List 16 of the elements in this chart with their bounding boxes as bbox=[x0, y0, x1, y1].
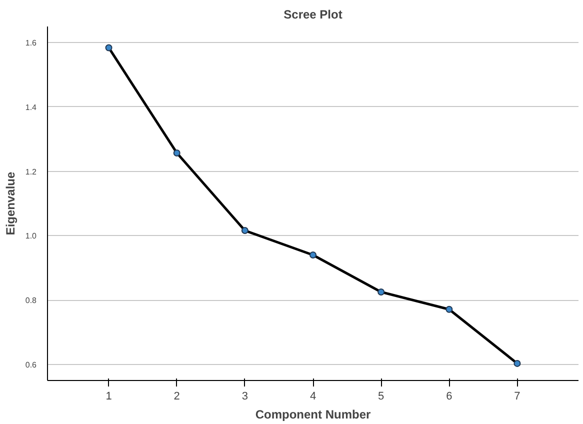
x-axis-title: Component Number bbox=[255, 408, 371, 422]
y-tick-label: 1.0 bbox=[25, 232, 38, 241]
x-tick-label: 3 bbox=[242, 390, 248, 402]
y-tick-label: 0.8 bbox=[25, 296, 38, 306]
y-tick-label: 1.6 bbox=[25, 38, 38, 48]
x-tick-label: 2 bbox=[174, 390, 180, 402]
x-tick-label: 4 bbox=[310, 390, 316, 402]
x-tick-label: 7 bbox=[514, 390, 520, 402]
x-tick-label: 5 bbox=[378, 390, 384, 402]
y-tick-label: 1.4 bbox=[25, 102, 38, 112]
x-tick-label: 6 bbox=[446, 390, 452, 402]
x-tick-label: 1 bbox=[106, 390, 112, 402]
y-axis-title: Eigenvalue bbox=[3, 171, 18, 236]
chart-title: Scree Plot bbox=[284, 8, 342, 22]
y-tick-label: 0.6 bbox=[25, 360, 38, 370]
y-tick-label: 1.2 bbox=[25, 167, 38, 176]
